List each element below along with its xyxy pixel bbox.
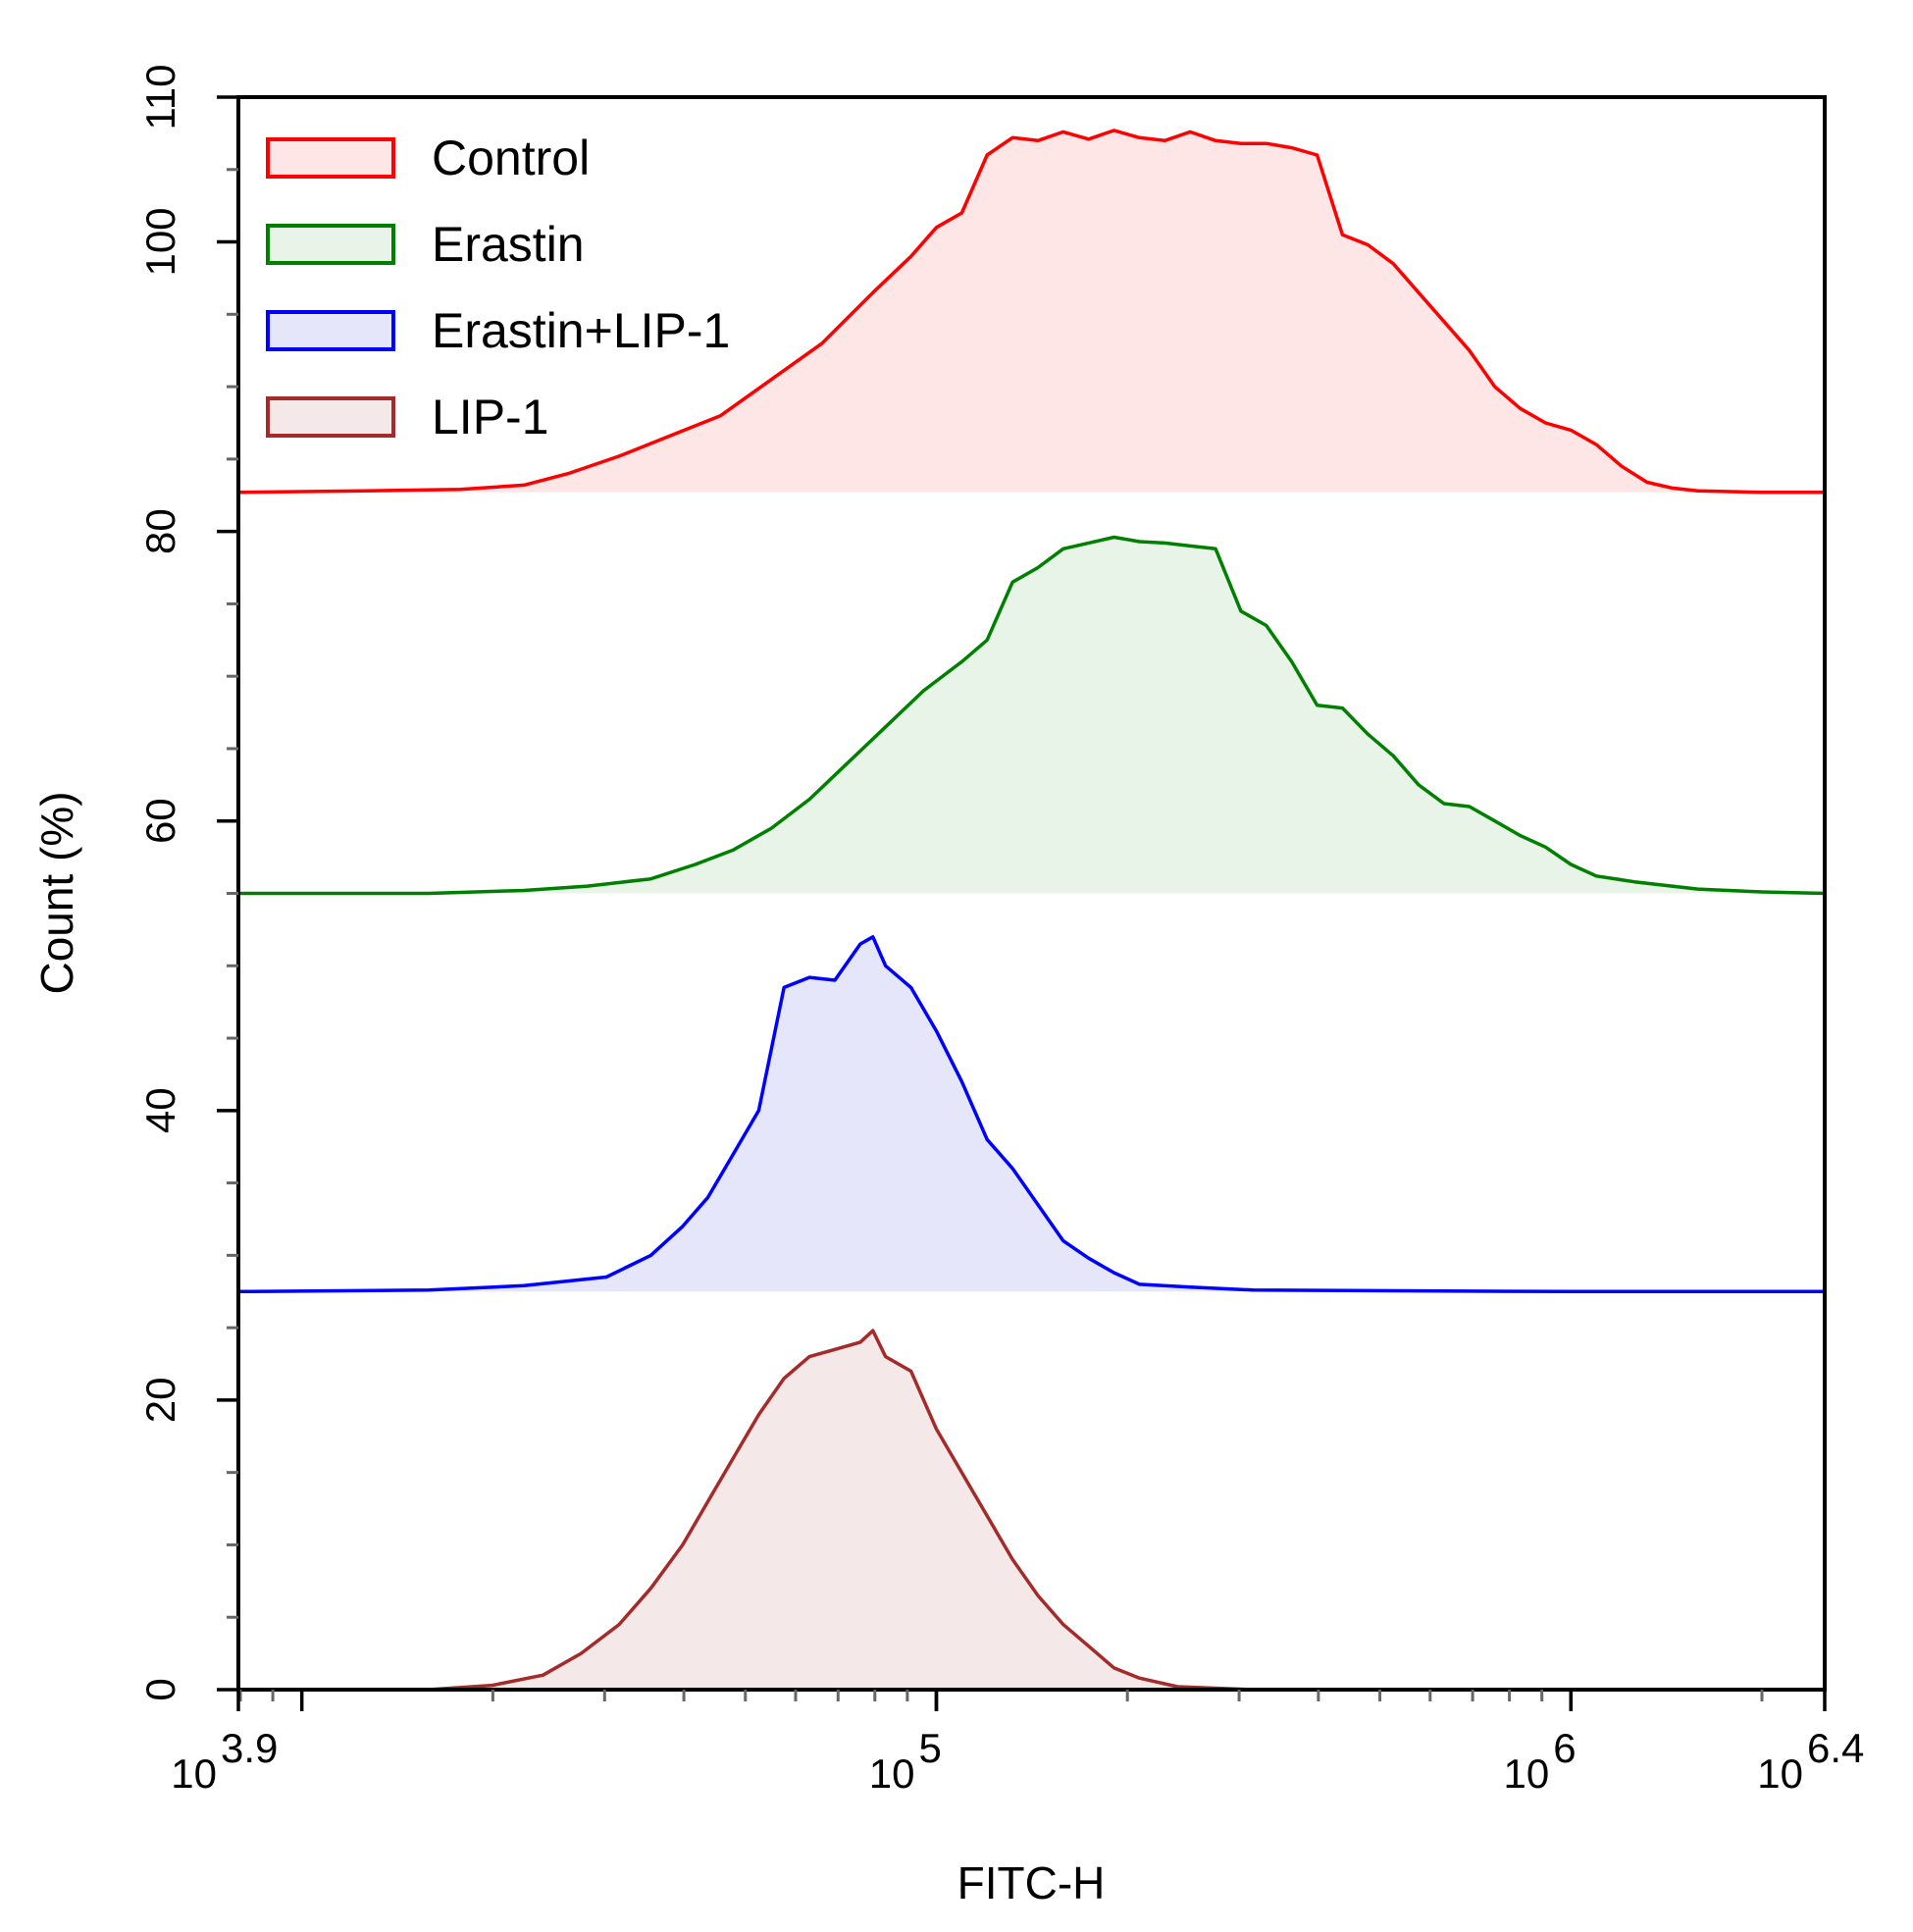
- x-tick-label-3: 106.4: [1757, 1725, 1864, 1797]
- x-tick-label-0: 103.9: [171, 1725, 278, 1797]
- legend-label-3: LIP-1: [432, 390, 549, 444]
- series-fill-1: [238, 537, 1825, 894]
- legend-label-1: Erastin: [432, 217, 585, 272]
- x-tick-label-2: 106: [1504, 1725, 1577, 1797]
- x-tick-label-base-1: 10: [869, 1750, 915, 1797]
- x-tick-label-base-2: 10: [1504, 1750, 1550, 1797]
- y-tick-label-110: 110: [137, 65, 183, 131]
- x-tick-label-exp-2: 6: [1553, 1725, 1576, 1771]
- legend-label-2: Erastin+LIP-1: [432, 303, 730, 358]
- series-layer: [237, 129, 1826, 1692]
- legend-swatch-2: [266, 310, 395, 351]
- x-tick-label-exp-1: 5: [918, 1725, 941, 1771]
- x-tick-label-base-0: 10: [171, 1750, 217, 1797]
- x-tick-label-exp-3: 6.4: [1807, 1725, 1864, 1771]
- legend-label-0: Control: [432, 131, 590, 185]
- series-line-1: [238, 535, 1826, 896]
- legend-swatch-1: [266, 224, 395, 265]
- series-fill-0: [238, 130, 1825, 493]
- x-tick-label-exp-0: 3.9: [221, 1725, 278, 1771]
- y-tick-label-40: 40: [137, 1087, 183, 1133]
- y-axis-title: Count (%): [31, 791, 82, 994]
- y-tick-label-100: 100: [137, 207, 183, 276]
- legend-swatch-3: [266, 396, 395, 438]
- series-line-3: [238, 1329, 1825, 1692]
- y-tick-label-20: 20: [137, 1378, 183, 1424]
- y-tick-label-60: 60: [137, 798, 183, 844]
- x-tick-label-base-3: 10: [1757, 1750, 1803, 1797]
- series-line-0: [237, 129, 1825, 495]
- legend-swatch-0: [266, 137, 395, 179]
- x-axis-title: FITC-H: [957, 1857, 1106, 1908]
- x-tick-label-1: 105: [869, 1725, 942, 1797]
- y-tick-label-0: 0: [137, 1678, 183, 1700]
- series-line-2: [237, 935, 1825, 1294]
- y-tick-label-80: 80: [137, 508, 183, 554]
- y-axis: 0 20 40 60 80 100 110: [137, 65, 238, 1701]
- legend: Control Erastin Erastin+LIP-1 LIP-1: [266, 131, 730, 444]
- series-fill-3: [238, 1331, 1825, 1690]
- series-fill-2: [238, 936, 1825, 1292]
